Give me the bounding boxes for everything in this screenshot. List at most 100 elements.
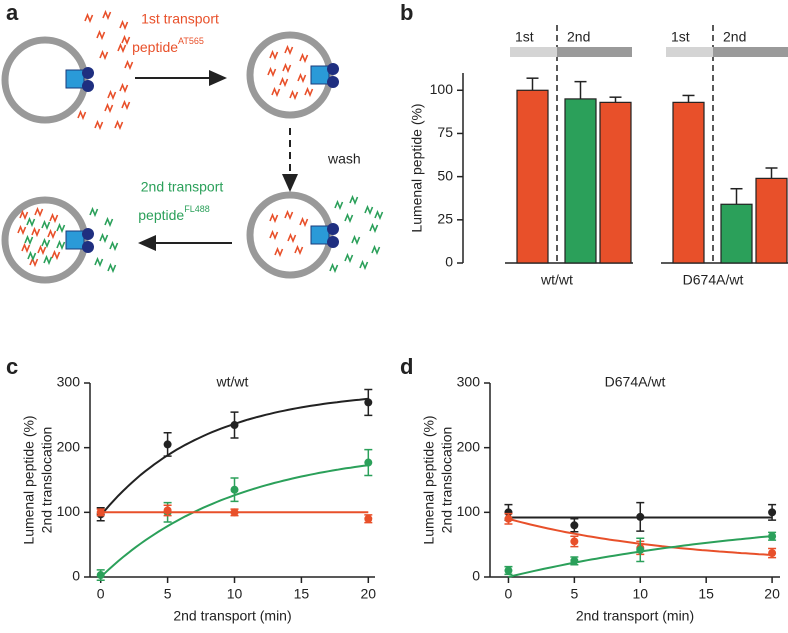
y-axis-label: Lumenal peptide (%)	[421, 415, 437, 544]
step-label: 2nd transport	[141, 179, 224, 195]
x-tick-label: 0	[97, 586, 105, 602]
peptide-squiggle	[269, 49, 279, 61]
chart-title: wt/wt	[216, 374, 249, 390]
peptide-label: peptideAT565	[132, 36, 204, 54]
y-tick-label: 100	[57, 503, 81, 519]
peptide-squiggle	[56, 239, 66, 251]
y-tick-label: 25	[437, 211, 453, 227]
data-point	[96, 571, 105, 580]
peptide-squiggle	[94, 256, 104, 268]
data-point	[570, 521, 579, 530]
peptides	[17, 9, 384, 274]
y-tick-label: 0	[472, 568, 480, 584]
phase-label: 1st	[515, 29, 534, 45]
y-axis-label: Lumenal peptide (%)	[409, 103, 425, 232]
peptide-squiggle	[34, 206, 44, 218]
dye-name: FL488	[184, 204, 210, 214]
peptide-squiggle	[99, 49, 109, 61]
data-point	[163, 440, 172, 449]
peptide-squiggle	[41, 237, 51, 249]
peptide-squiggle	[284, 44, 294, 56]
y-axis-label: Lumenal peptide (%)	[21, 415, 37, 544]
peptide-squiggle	[271, 86, 281, 98]
x-tick-label: 10	[227, 586, 243, 602]
x-tick-label: 0	[505, 586, 513, 602]
step-label: 1st transport	[141, 11, 219, 27]
phase-bar	[713, 47, 788, 57]
peptide-squiggle	[269, 212, 279, 224]
y-tick-label: 50	[437, 167, 453, 183]
phase-bar	[666, 47, 713, 57]
peptide-squiggle	[29, 256, 39, 268]
phase-bar	[557, 47, 632, 57]
bar	[720, 203, 753, 264]
y-tick-label: 300	[457, 374, 481, 390]
y-tick-label: 200	[457, 438, 481, 454]
data-point	[570, 556, 579, 565]
bar	[516, 89, 549, 264]
peptide-squiggle	[102, 9, 112, 21]
diagram: a 1st transport peptideAT565 wash 2nd tr…	[1, 0, 384, 284]
peptide-squiggle	[17, 224, 27, 236]
peptide-squiggle	[49, 212, 59, 224]
peptide-squiggle	[334, 199, 344, 211]
peptide-squiggle	[26, 216, 36, 228]
peptide-squiggle	[119, 19, 129, 31]
peptide-squiggle	[344, 252, 354, 264]
peptide-squiggle	[104, 216, 114, 228]
phase-label: 2nd	[723, 29, 746, 45]
peptide-squiggle	[94, 119, 104, 131]
peptide-squiggle	[99, 232, 109, 244]
peptide-squiggle	[304, 86, 314, 98]
peptide-squiggle	[84, 12, 94, 24]
peptide-squiggle	[369, 222, 379, 234]
x-axis-label: 2nd transport (min)	[173, 608, 291, 624]
dye-name: AT565	[178, 36, 204, 46]
x-tick-label: 20	[361, 586, 377, 602]
peptide-squiggle	[117, 42, 127, 54]
bar	[755, 177, 788, 264]
peptide-squiggle	[119, 82, 129, 94]
peptide-squiggle	[27, 250, 37, 262]
peptide-squiggle	[19, 209, 29, 221]
peptide-squiggle	[124, 59, 134, 71]
peptide-squiggle	[77, 109, 87, 121]
peptide-squiggle	[364, 204, 374, 216]
peptide-squiggle	[269, 229, 279, 241]
wash-label: wash	[327, 151, 361, 167]
peptide-squiggle	[51, 249, 61, 261]
data-point	[230, 508, 239, 517]
data-point	[364, 514, 373, 523]
y-tick-label: 0	[445, 254, 453, 270]
transporter	[65, 63, 339, 253]
peptide-squiggle	[21, 242, 31, 254]
peptide-name: peptide	[132, 39, 178, 55]
peptide-squiggle	[47, 228, 57, 240]
panel-label: b	[400, 0, 413, 25]
peptide-squiggle	[279, 76, 289, 88]
chart-title: D674A/wt	[605, 374, 666, 390]
vesicle	[1, 36, 89, 124]
peptide-label: peptideFL488	[138, 204, 209, 222]
panel-label: d	[400, 354, 413, 379]
peptide-squiggle	[299, 216, 309, 228]
phase-label: 2nd	[567, 29, 590, 45]
data-point	[364, 398, 373, 407]
peptide-squiggle	[287, 232, 297, 244]
peptide-squiggle	[329, 262, 339, 274]
phase-bar	[510, 47, 557, 57]
peptide-name: peptide	[138, 207, 184, 223]
x-tick-label: 20	[764, 586, 780, 602]
peptide-squiggle	[121, 99, 131, 111]
data-point	[504, 566, 513, 575]
data-point	[504, 514, 513, 523]
peptide-squiggle	[344, 212, 354, 224]
peptide-squiggle	[297, 72, 307, 84]
panel-label: a	[6, 0, 19, 25]
peptide-squiggle	[294, 244, 304, 256]
x-tick-label: 15	[294, 586, 310, 602]
peptide-squiggle	[374, 209, 384, 221]
peptide-squiggle	[43, 254, 53, 266]
peptide-squiggle	[351, 234, 361, 246]
